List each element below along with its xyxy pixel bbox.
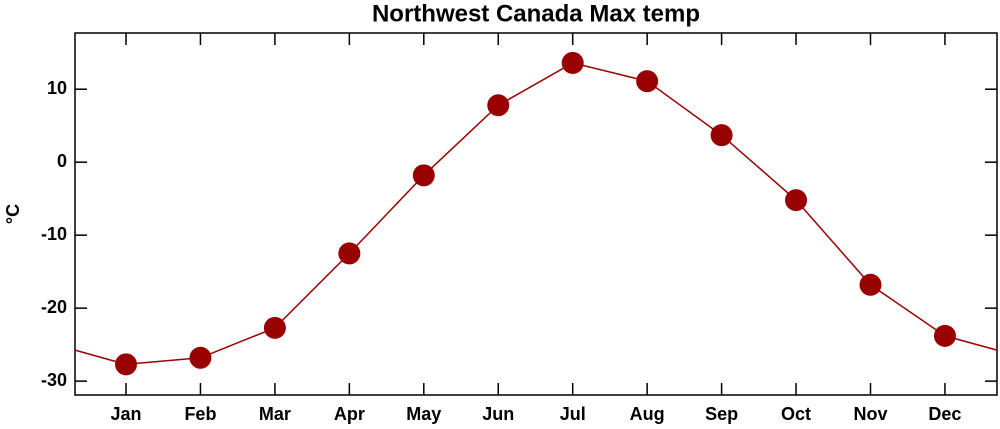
x-tick-label: Jul	[560, 404, 586, 424]
data-point	[636, 70, 659, 93]
y-tick-label: 0	[57, 151, 67, 171]
y-tick-label: -10	[41, 224, 67, 244]
x-tick-label: Mar	[259, 404, 291, 424]
data-point	[859, 273, 882, 296]
x-tick-label: May	[406, 404, 441, 424]
y-tick-label: 10	[47, 78, 67, 98]
x-tick-label: Jan	[110, 404, 141, 424]
data-point	[189, 346, 212, 369]
x-tick-label: Apr	[334, 404, 365, 424]
x-tick-label: Feb	[184, 404, 216, 424]
plot-frame	[74, 32, 998, 396]
x-tick-label: Sep	[705, 404, 738, 424]
data-point	[487, 94, 510, 117]
x-tick-label: Oct	[781, 404, 811, 424]
data-point	[115, 353, 137, 376]
y-tick-label: -30	[41, 370, 67, 390]
data-point	[263, 316, 286, 339]
y-axis-label: °C	[3, 204, 23, 224]
y-tick-label: -20	[41, 297, 67, 317]
x-tick-label: Jun	[482, 404, 514, 424]
chart-title: Northwest Canada Max temp	[372, 0, 700, 27]
data-point	[933, 324, 956, 347]
data-point	[338, 242, 361, 265]
data-point	[710, 124, 733, 147]
x-tick-label: Aug	[630, 404, 665, 424]
data-point	[561, 51, 584, 74]
data-line	[125, 62, 946, 366]
x-tick-label: Dec	[928, 404, 961, 424]
x-tick-label: Nov	[853, 404, 887, 424]
data-point	[412, 164, 435, 187]
data-point	[785, 189, 808, 212]
